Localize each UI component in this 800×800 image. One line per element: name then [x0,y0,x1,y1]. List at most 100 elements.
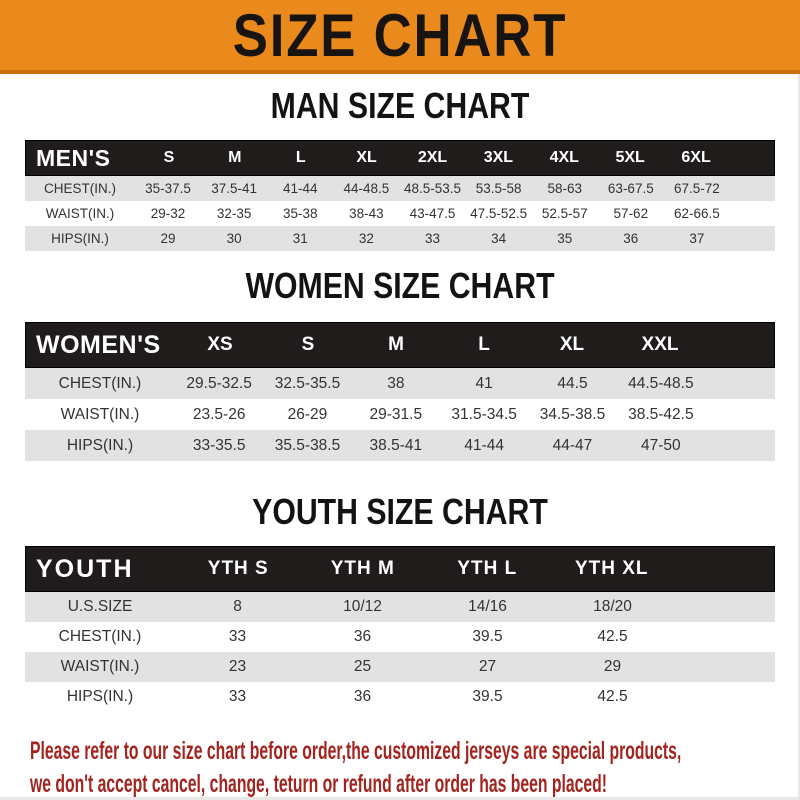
row-label: WAIST(IN.) [60,658,140,675]
size-value: 35-38 [283,206,318,221]
table-row: WAIST(IN.) 29-32 32-35 35-38 38-43 43-47.5 47.… [25,201,775,226]
size-value: 37.5-41 [211,181,258,196]
spacer [705,368,775,399]
table-row: WAIST(IN.) 23 25 27 29 [25,652,775,682]
column-header: 6XL [681,149,711,166]
table-row: HIPS(IN.) 33-35.5 35.5-38.5 38.5-41 41-44 44-… [25,430,775,461]
banner: SIZE CHART [0,0,800,74]
table-row: U.S.SIZE 8 10/12 14/16 18/20 [25,592,775,622]
size-value: 41-44 [464,436,504,454]
size-value: 35 [557,231,573,246]
size-value: 29-32 [150,206,186,221]
section-youth: YOUTH SIZE CHART YOUTH YTH S YTH M YTH L YTH … [0,494,800,712]
row-label: WAIST(IN.) [60,405,140,423]
spacer [729,141,774,175]
spacer [674,547,774,591]
size-value: 36 [353,688,372,705]
table-header-row: WOMEN'S XS S M L XL XXL [25,322,775,368]
size-value: 34 [491,231,507,246]
spacer [730,226,775,251]
footer-line-1: Please refer to our size chart before or… [30,737,682,765]
size-value: 39.5 [472,628,503,645]
size-value: 29-31.5 [369,405,423,423]
row-label: HIPS(IN.) [66,436,134,454]
size-value: 33 [228,688,247,705]
column-header: S [301,334,315,355]
size-value: 48.5-53.5 [403,181,462,196]
row-label: U.S.SIZE [67,598,133,615]
row-label: WAIST(IN.) [45,206,115,221]
row-label: CHEST(IN.) [58,374,142,392]
size-value: 32.5-35.5 [274,374,341,392]
table-header-row: MEN'S S M L XL 2XL 3XL 4XL 5XL 6XL [25,140,775,176]
size-value: 25 [353,658,372,675]
table-header-label: YOUTH [36,554,134,583]
size-value: 47.5-52.5 [470,206,528,221]
spacer [675,652,775,682]
size-value: 23.5-26 [192,405,246,423]
size-value: 62-66.5 [674,206,720,221]
size-value: 31.5-34.5 [451,405,517,423]
column-header: YTH L [457,558,518,579]
size-value: 35.5-38.5 [274,436,341,454]
column-header: 5XL [615,149,645,166]
spacer [675,622,775,652]
size-value: 38 [387,374,405,392]
spacer [730,201,775,226]
column-header: S [163,149,175,166]
size-value: 37 [689,231,705,246]
column-header: 2XL [417,149,448,166]
size-value: 38.5-42.5 [628,405,694,423]
table-row: HIPS(IN.) 29 30 31 32 33 34 35 36 37 [25,226,775,251]
size-value: 38.5-41 [369,436,423,454]
size-value: 14/16 [468,598,507,615]
column-header: M [388,334,404,355]
size-value: 41-44 [283,181,318,196]
column-header: M [228,149,242,166]
size-value: 47-50 [641,436,681,454]
column-header: YTH M [330,558,395,579]
size-value: 27 [478,658,497,675]
table-row: WAIST(IN.) 23.5-26 26-29 29-31.5 31.5-34.5 34… [25,399,775,430]
size-chart-sections: MAN SIZE CHART MEN'S S M L XL 2XL 3XL 4XL 5XL 6XL C… [0,88,800,712]
table-row: CHEST(IN.) 35-37.5 37.5-41 41-44 44-48.5 48.5… [25,176,775,201]
column-header: XXL [641,334,679,355]
size-value: 29.5-32.5 [186,374,252,392]
size-value: 31 [292,231,308,246]
size-value: 41 [475,374,493,392]
column-header: L [478,334,490,355]
table-row: HIPS(IN.) 33 36 39.5 42.5 [25,682,775,712]
size-value: 44.5-48.5 [628,374,694,392]
section-heading-men: MAN SIZE CHART [270,85,530,126]
size-value: 35-37.5 [145,181,191,196]
table-row: CHEST(IN.) 29.5-32.5 32.5-35.5 38 41 44.5 44.5… [25,368,775,399]
size-value: 33-35.5 [192,436,246,454]
size-value: 52.5-57 [541,206,588,221]
youth-size-table: YOUTH YTH S YTH M YTH L YTH XL U.S.SIZE 8 10/12… [25,546,775,712]
size-value: 32-35 [216,206,252,221]
size-value: 34.5-38.5 [539,405,606,423]
column-header: YTH XL [574,558,649,579]
section-women: WOMEN SIZE CHART WOMEN'S XS S M L XL XXL CHEST(I… [0,268,800,461]
size-value: 44.5 [557,374,588,392]
table-header-row: YOUTH YTH S YTH M YTH L YTH XL [25,546,775,592]
size-value: 18/20 [593,598,632,615]
size-value: 39.5 [472,688,503,705]
size-value: 58-63 [547,181,582,196]
size-value: 44-47 [552,436,593,454]
size-value: 33 [228,628,247,645]
spacer [730,176,775,201]
size-value: 63-67.5 [607,181,654,196]
section-heading-women: WOMEN SIZE CHART [245,265,555,306]
women-size-table: WOMEN'S XS S M L XL XXL CHEST(IN.) 29.5-32.5 32.5… [25,322,775,461]
spacer [675,682,775,712]
row-label: HIPS(IN.) [66,688,134,705]
column-header: XS [207,334,233,355]
table-header-label: WOMEN'S [36,330,161,359]
table-row: CHEST(IN.) 33 36 39.5 42.5 [25,622,775,652]
section-men: MAN SIZE CHART MEN'S S M L XL 2XL 3XL 4XL 5XL 6XL C… [0,88,800,251]
column-header: L [295,149,306,166]
size-value: 53.5-58 [475,181,522,196]
column-header: XL [559,334,585,355]
